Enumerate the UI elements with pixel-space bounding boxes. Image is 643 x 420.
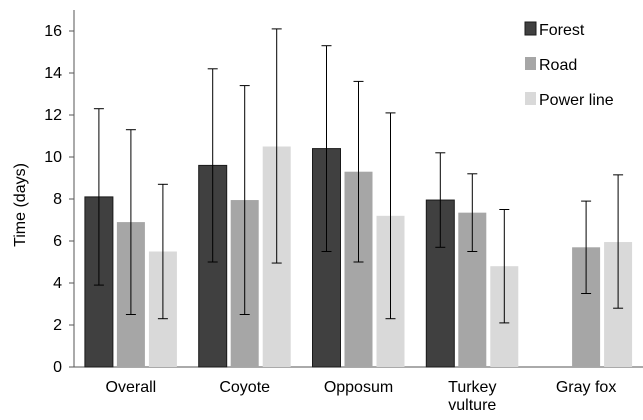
x-category-label: Turkey vulture [448,379,496,414]
x-category-label-line: Turkey [448,379,496,396]
y-tick-label: 14 [44,65,62,82]
y-tick-label: 16 [44,23,62,40]
y-tick-label: 8 [53,191,62,208]
y-tick-label: 6 [53,233,62,250]
legend-label: Forest [539,22,585,39]
legend: Forest Road Power line [525,22,614,109]
y-tick-label: 4 [53,275,62,292]
x-category-label-line: Coyote [219,379,270,396]
x-category-label: Coyote [219,379,270,396]
legend-swatch [525,22,536,35]
y-tick-label: 12 [44,107,62,124]
x-category-label-line: Overall [106,379,157,396]
legend-swatch [525,92,536,105]
x-category-label-line: vulture [448,397,496,414]
y-tick-label: 0 [53,359,62,376]
y-tick-label: 10 [44,149,62,166]
legend-swatch [525,57,536,70]
x-category-label: Overall [106,379,157,396]
legend-label: Road [539,57,577,74]
y-tick-label: 2 [53,317,62,334]
x-category-label-line: Gray fox [556,379,616,396]
x-category-label: Opposum [324,379,393,396]
legend-label: Power line [539,92,614,109]
x-category-label: Gray fox [556,379,616,396]
y-axis-title: Time (days) [12,163,29,247]
x-axis-labels: Overall Coyote Opposum Turkey vulture Gray fo… [106,379,617,414]
x-category-label-line: Opposum [324,379,393,396]
